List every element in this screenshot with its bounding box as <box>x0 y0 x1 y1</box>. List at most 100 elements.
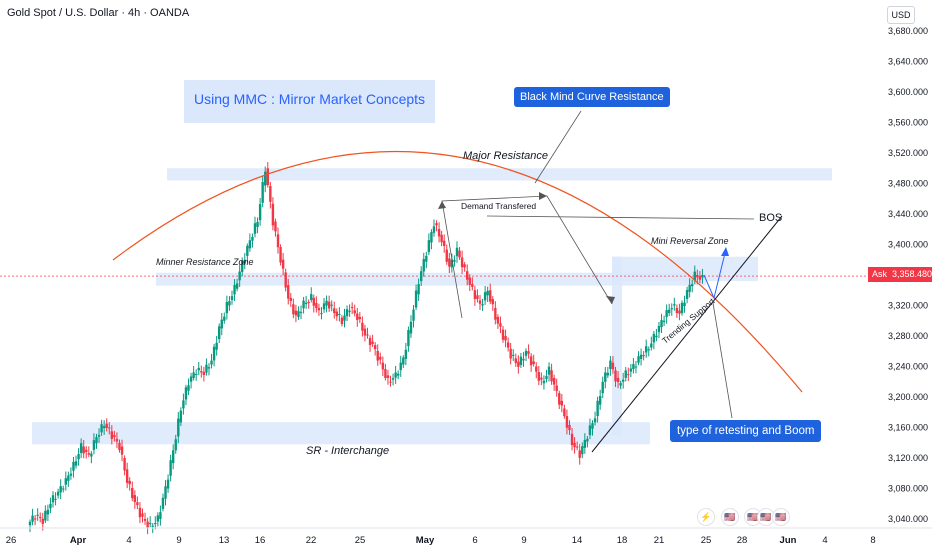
candle-body <box>570 433 574 446</box>
candle-body <box>233 285 236 295</box>
candle-body <box>668 309 671 314</box>
candle-body <box>389 381 392 383</box>
black-mind-curve <box>112 150 803 393</box>
price-tick-label: 3,160.000 <box>888 423 928 433</box>
candle-body <box>345 309 349 317</box>
retesting-label: type of retesting and Boom <box>670 420 822 442</box>
candle-body <box>95 437 98 444</box>
candle-body <box>701 275 704 278</box>
candle-body <box>371 341 374 344</box>
candle-body <box>194 373 198 375</box>
candle-body <box>376 350 379 361</box>
candle-body <box>171 450 175 464</box>
candle-body <box>228 301 231 306</box>
candle-body <box>361 322 364 331</box>
candle-body <box>322 303 326 310</box>
candle-body <box>261 181 264 203</box>
candle-body <box>394 372 397 378</box>
time-tick-label: 9 <box>176 535 181 546</box>
candle-body <box>670 308 673 310</box>
candle-body <box>698 276 702 280</box>
candle-body <box>297 311 300 317</box>
candle-body <box>414 290 418 308</box>
candle-body <box>189 376 193 382</box>
candle-body <box>174 439 177 451</box>
candle-body <box>256 221 259 227</box>
time-tick-label: 25 <box>355 535 366 546</box>
candle-body <box>310 294 313 300</box>
candle-body <box>601 381 604 394</box>
price-tick-label: 3,200.000 <box>888 392 928 402</box>
time-tick-label: Apr <box>70 535 87 546</box>
price-tick-label: 3,080.000 <box>888 484 928 494</box>
lightning-icon[interactable]: ⚡ <box>697 508 715 526</box>
candle-body <box>407 330 410 347</box>
price-axis: 3,040.000 3,080.000 3,120.000 3,160.000 3,20… <box>888 26 928 524</box>
candle-body <box>660 320 663 328</box>
price-tick-label: 3,280.000 <box>888 331 928 341</box>
candle-body <box>535 366 538 372</box>
candle-body <box>675 308 679 314</box>
candle-body <box>87 453 91 455</box>
minner-resistance-label: Minner Resistance Zone <box>156 257 254 267</box>
candle-body <box>504 336 507 341</box>
drawings <box>112 110 803 453</box>
candle-body <box>41 518 44 524</box>
candle-body <box>64 478 67 485</box>
currency-button[interactable]: USD <box>887 6 915 24</box>
price-tick-label: 3,400.000 <box>888 240 928 250</box>
candle-body <box>338 314 341 316</box>
candle-body <box>210 360 213 365</box>
candle-body <box>164 486 167 499</box>
time-tick-label: 6 <box>472 535 477 546</box>
candle-body <box>481 304 484 306</box>
candle-body <box>598 395 602 405</box>
arrow-head <box>438 201 446 209</box>
candle-body <box>422 259 425 272</box>
candle-body <box>312 297 316 306</box>
candle-body <box>248 240 252 249</box>
candle-body <box>205 364 208 373</box>
candle-body <box>128 480 131 485</box>
candle-body <box>501 329 505 340</box>
candle-body <box>241 260 244 272</box>
candle-body <box>56 491 60 496</box>
candle-body <box>581 446 584 455</box>
candle-body <box>586 438 589 442</box>
candle-body <box>494 308 497 320</box>
candle-body <box>381 362 385 370</box>
time-tick-label: 4 <box>126 535 131 546</box>
candle-body <box>215 342 218 350</box>
candle-body <box>384 369 387 378</box>
us-flag-icon[interactable]: 🇺🇸 <box>772 508 790 526</box>
zone-vertical <box>612 256 622 436</box>
candle-body <box>192 372 195 378</box>
candle-body <box>146 521 149 528</box>
candle-body <box>151 525 154 527</box>
candle-body <box>680 302 684 314</box>
candle-body <box>246 245 249 256</box>
price-tick-label: 3,040.000 <box>888 514 928 524</box>
candle-body <box>187 385 190 391</box>
candle-body <box>133 495 137 503</box>
candle-body <box>486 290 489 296</box>
time-tick-label: 13 <box>219 535 230 546</box>
candle-body <box>46 509 50 515</box>
us-flag-icon[interactable]: 🇺🇸 <box>721 508 739 526</box>
candle-body <box>419 271 423 282</box>
candle-body <box>662 320 666 323</box>
time-tick-label: May <box>416 535 435 546</box>
candle-body <box>555 385 558 392</box>
price-tick-label: 3,240.000 <box>888 362 928 372</box>
candle-body <box>652 333 656 343</box>
candle-body <box>218 326 221 340</box>
candle-body <box>317 308 321 311</box>
demand-transfer-arrow <box>441 195 613 319</box>
candle-body <box>368 338 372 346</box>
time-tick-label: 16 <box>255 535 266 546</box>
ask-label: Ask <box>872 269 888 279</box>
candle-body <box>412 309 415 321</box>
candle-body <box>578 450 581 458</box>
candle-body <box>591 423 594 429</box>
